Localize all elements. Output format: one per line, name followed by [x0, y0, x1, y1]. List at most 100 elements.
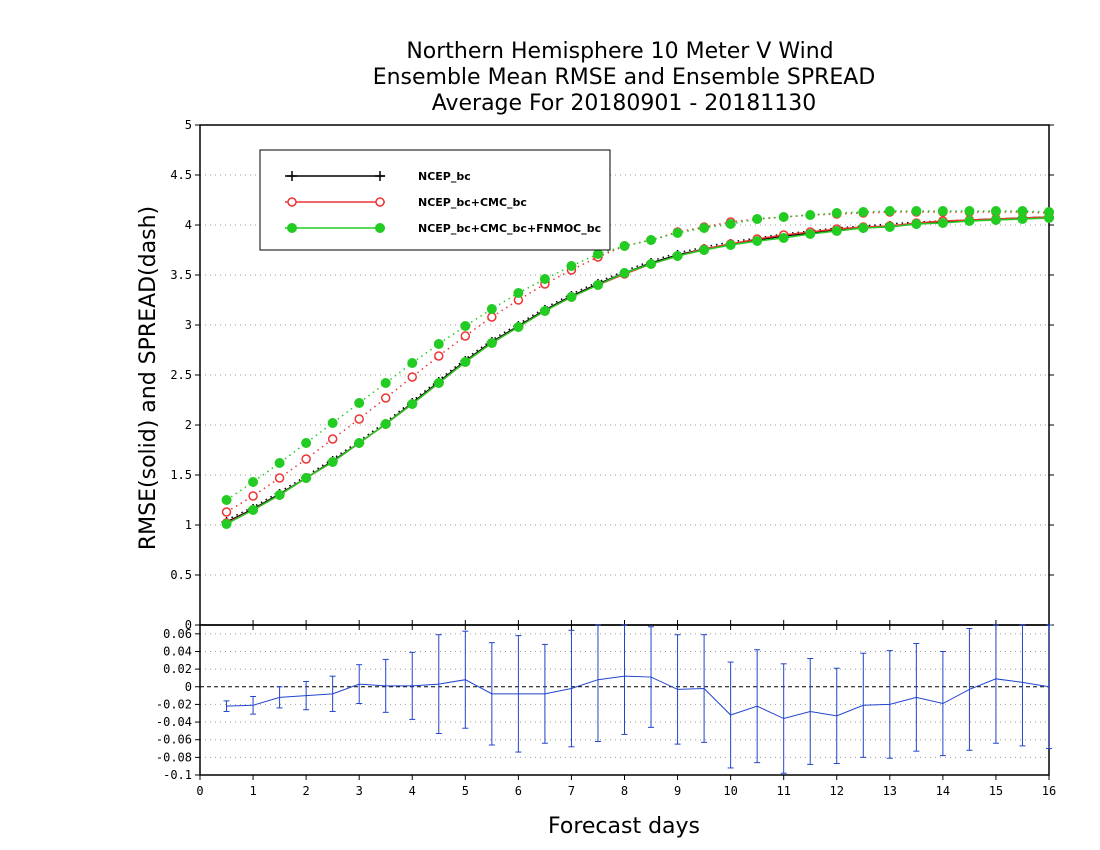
- spread-point: [433, 339, 444, 349]
- difference-gridlines: [200, 633, 1049, 776]
- spread-point: [937, 206, 948, 216]
- diff-y-tick-label: -0.08: [156, 750, 192, 764]
- rmse-point: [699, 245, 710, 255]
- rmse-point: [1044, 213, 1054, 223]
- y-tick-label: 4.5: [170, 168, 192, 182]
- rmse-point: [619, 268, 630, 278]
- spread-point: [858, 207, 869, 217]
- x-tick-label: 8: [621, 784, 628, 798]
- main-series: [221, 206, 1054, 529]
- spread-point: [460, 321, 471, 331]
- series-ncep-bc-cmc-bc-fnmoc-bc: [221, 206, 1054, 529]
- x-tick-label: 16: [1042, 784, 1056, 798]
- rmse-point: [592, 280, 603, 290]
- diff-y-tick-label: -0.02: [156, 697, 192, 711]
- series-ncep-bc: [221, 212, 1054, 527]
- y-tick-label: 1: [185, 518, 192, 532]
- x-tick-label: 6: [515, 784, 522, 798]
- chart-title: Northern Hemisphere 10 Meter V Wind Ense…: [373, 39, 876, 116]
- spread-point: [752, 214, 763, 224]
- difference-line: [226, 675, 1050, 720]
- error-bar: [1019, 624, 1026, 747]
- title-line-2: Ensemble Mean RMSE and Ensemble SPREAD: [373, 65, 876, 90]
- spread-point: [274, 458, 285, 468]
- rmse-line: [226, 216, 1050, 524]
- spread-point: [407, 358, 418, 368]
- rmse-point: [752, 236, 763, 246]
- x-tick-label: 9: [674, 784, 681, 798]
- y-tick-label: 0: [185, 618, 192, 632]
- legend-marker-end: [375, 223, 385, 233]
- rmse-point: [301, 473, 312, 483]
- x-tick-label: 7: [568, 784, 575, 798]
- spread-point: [990, 206, 1001, 216]
- spread-point: [725, 219, 736, 229]
- legend-label: NCEP_bc+CMC_bc+FNMOC_bc: [418, 222, 601, 235]
- rmse-point: [964, 216, 975, 226]
- x-tick-label: 14: [936, 784, 950, 798]
- spread-point: [460, 331, 471, 341]
- x-tick-label: 4: [409, 784, 416, 798]
- rmse-point: [672, 251, 683, 261]
- rmse-point: [513, 322, 524, 332]
- legend-marker-end: [375, 171, 385, 181]
- spread-point: [592, 249, 603, 259]
- diff-y-tick-label: -0.04: [156, 715, 192, 729]
- legend: NCEP_bc NCEP_bc+CMC_bc NCEP_bc+CMC_bc+FNMO…: [259, 149, 611, 251]
- rmse-point: [354, 438, 365, 448]
- rmse-point: [486, 338, 497, 348]
- legend-item-ncep-bc: NCEP_bc: [285, 170, 471, 183]
- main-y-axis: 0 0.5 1 1.5 2 2.5 3 3.5 4 4.5 5: [170, 118, 1054, 632]
- rmse-point: [805, 229, 816, 239]
- diff-y-tick-label: 0: [185, 680, 192, 694]
- legend-label: NCEP_bc: [418, 170, 471, 183]
- difference-y-axis: 0.06 0.04 0.02 0 -0.02 -0.04 -0.06 -0.08 -0.1: [156, 627, 200, 782]
- spread-point: [884, 206, 895, 216]
- spread-point: [380, 393, 391, 403]
- rmse-point: [646, 259, 657, 269]
- rmse-point: [725, 240, 736, 250]
- x-tick-label: 13: [883, 784, 897, 798]
- legend-item-ncep-bc-cmc-bc-fnmoc-bc: NCEP_bc+CMC_bc+FNMOC_bc: [285, 222, 601, 235]
- x-axis: 0 1 2 3 4 5 6 7 8 9 10 11 12 13 14 15 16: [196, 620, 1056, 798]
- spread-point: [380, 378, 391, 388]
- spread-point: [805, 210, 816, 220]
- spread-point: [248, 477, 259, 487]
- rmse-point: [566, 292, 577, 302]
- rmse-point: [407, 399, 418, 409]
- spread-point: [539, 274, 550, 284]
- x-tick-label: 2: [303, 784, 310, 798]
- spread-point: [699, 223, 710, 233]
- rmse-point: [539, 306, 550, 316]
- rmse-point: [433, 378, 444, 388]
- x-tick-label: 1: [249, 784, 256, 798]
- y-tick-label: 2: [185, 418, 192, 432]
- spread-point: [407, 372, 417, 382]
- y-tick-label: 3.5: [170, 268, 192, 282]
- rmse-point: [778, 233, 789, 243]
- legend-marker-start: [287, 223, 297, 233]
- difference-series: [223, 624, 1052, 774]
- rmse-point: [327, 457, 338, 467]
- y-tick-label: 4: [185, 218, 192, 232]
- spread-line: [226, 216, 1050, 521]
- spread-line: [226, 211, 1050, 513]
- spread-point: [301, 438, 312, 448]
- rmse-point: [460, 357, 471, 367]
- diff-y-tick-label: 0.04: [163, 644, 192, 658]
- spread-point: [434, 351, 444, 361]
- spread-point: [831, 208, 842, 218]
- legend-item-ncep-bc-cmc-bc: NCEP_bc+CMC_bc: [285, 196, 527, 209]
- rmse-point: [274, 490, 285, 500]
- x-tick-label: 3: [356, 784, 363, 798]
- spread-point: [354, 414, 364, 424]
- x-tick-label: 5: [462, 784, 469, 798]
- spread-point: [327, 434, 338, 444]
- spread-point: [274, 473, 285, 483]
- rmse-point: [990, 215, 1001, 225]
- title-line-3: Average For 20180901 - 20181130: [432, 91, 817, 116]
- spread-point: [646, 235, 657, 245]
- x-tick-label: 15: [989, 784, 1003, 798]
- spread-point: [911, 206, 922, 216]
- error-bar: [594, 624, 601, 742]
